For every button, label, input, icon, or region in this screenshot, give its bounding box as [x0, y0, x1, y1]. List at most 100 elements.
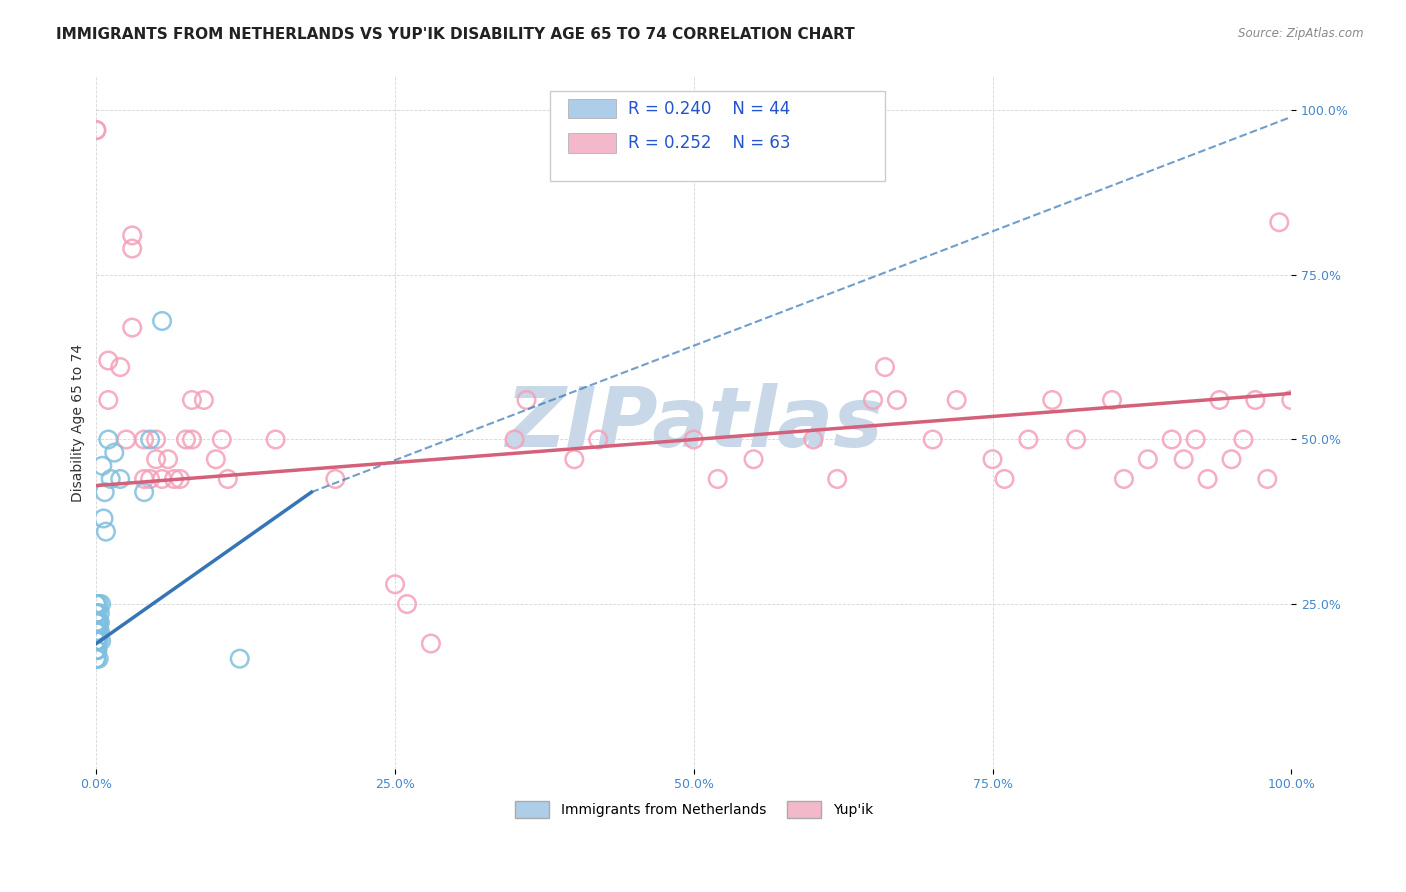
Point: [93, 511, 115, 525]
Point: [86, 597, 108, 611]
Point: [1017, 433, 1039, 447]
Point: [103, 445, 125, 459]
Point: [86, 123, 108, 137]
Point: [110, 472, 132, 486]
Point: [586, 433, 609, 447]
Point: [87, 597, 110, 611]
Point: [862, 392, 884, 407]
Text: Source: ZipAtlas.com: Source: ZipAtlas.com: [1239, 27, 1364, 40]
Point: [121, 242, 143, 256]
Point: [86, 651, 108, 665]
Point: [1268, 215, 1291, 229]
Point: [134, 433, 156, 447]
Point: [87, 615, 110, 630]
Y-axis label: Disability Age 65 to 74: Disability Age 65 to 74: [72, 344, 86, 502]
Point: [1040, 392, 1063, 407]
Point: [706, 472, 728, 486]
Point: [886, 392, 908, 407]
Point: [1112, 472, 1135, 486]
Point: [90, 634, 112, 648]
Point: [1136, 452, 1159, 467]
Point: [1173, 452, 1195, 467]
Point: [419, 636, 441, 650]
Point: [100, 472, 122, 486]
Point: [174, 433, 197, 447]
Point: [86, 643, 108, 657]
Point: [145, 433, 167, 447]
Point: [86, 624, 108, 639]
Point: [87, 634, 110, 648]
Point: [86, 624, 108, 639]
Point: [86, 615, 108, 630]
Point: [193, 392, 215, 407]
Point: [205, 452, 228, 467]
Point: [93, 485, 115, 500]
Point: [89, 624, 111, 639]
Point: [86, 615, 108, 630]
Point: [1220, 452, 1243, 467]
Point: [134, 472, 156, 486]
Point: [89, 607, 111, 621]
Point: [1064, 433, 1087, 447]
Point: [163, 472, 186, 486]
Point: [86, 615, 108, 630]
Point: [682, 433, 704, 447]
Point: [86, 643, 108, 657]
Point: [873, 360, 896, 375]
Point: [169, 472, 191, 486]
Point: [145, 452, 167, 467]
Point: [86, 615, 108, 630]
Point: [181, 433, 204, 447]
Point: [86, 123, 108, 137]
Point: [211, 433, 233, 447]
FancyBboxPatch shape: [568, 134, 616, 153]
Text: ZIPatlas: ZIPatlas: [505, 383, 883, 464]
Point: [97, 433, 120, 447]
Point: [121, 320, 143, 334]
Point: [742, 452, 765, 467]
Point: [86, 634, 108, 648]
Point: [1256, 472, 1278, 486]
Point: [1232, 433, 1254, 447]
Point: [97, 353, 120, 368]
Point: [86, 624, 108, 639]
Point: [94, 524, 117, 539]
Point: [86, 651, 108, 665]
Point: [86, 597, 108, 611]
FancyBboxPatch shape: [550, 91, 884, 181]
Point: [801, 433, 824, 447]
Point: [97, 392, 120, 407]
Point: [921, 433, 943, 447]
Point: [86, 634, 108, 648]
Text: R = 0.240    N = 44: R = 0.240 N = 44: [628, 100, 790, 118]
Point: [90, 597, 112, 611]
Point: [217, 472, 239, 486]
Point: [981, 452, 1004, 467]
Point: [121, 228, 143, 243]
FancyBboxPatch shape: [568, 99, 616, 119]
Point: [515, 392, 537, 407]
Point: [86, 634, 108, 648]
Point: [825, 472, 848, 486]
Point: [150, 314, 173, 328]
Legend: Immigrants from Netherlands, Yup'ik: Immigrants from Netherlands, Yup'ik: [509, 796, 879, 824]
Point: [229, 651, 252, 665]
Text: R = 0.252    N = 63: R = 0.252 N = 63: [628, 134, 790, 153]
Point: [503, 433, 526, 447]
Point: [181, 392, 204, 407]
Point: [91, 458, 114, 473]
Point: [89, 615, 111, 630]
Point: [384, 577, 406, 591]
Point: [395, 597, 418, 611]
Point: [134, 485, 156, 500]
Point: [115, 433, 138, 447]
Point: [1244, 392, 1267, 407]
Point: [1197, 472, 1219, 486]
Point: [86, 624, 108, 639]
Point: [323, 472, 346, 486]
Point: [1101, 392, 1123, 407]
Point: [1279, 392, 1302, 407]
Point: [110, 360, 132, 375]
Point: [264, 433, 287, 447]
Point: [150, 472, 173, 486]
